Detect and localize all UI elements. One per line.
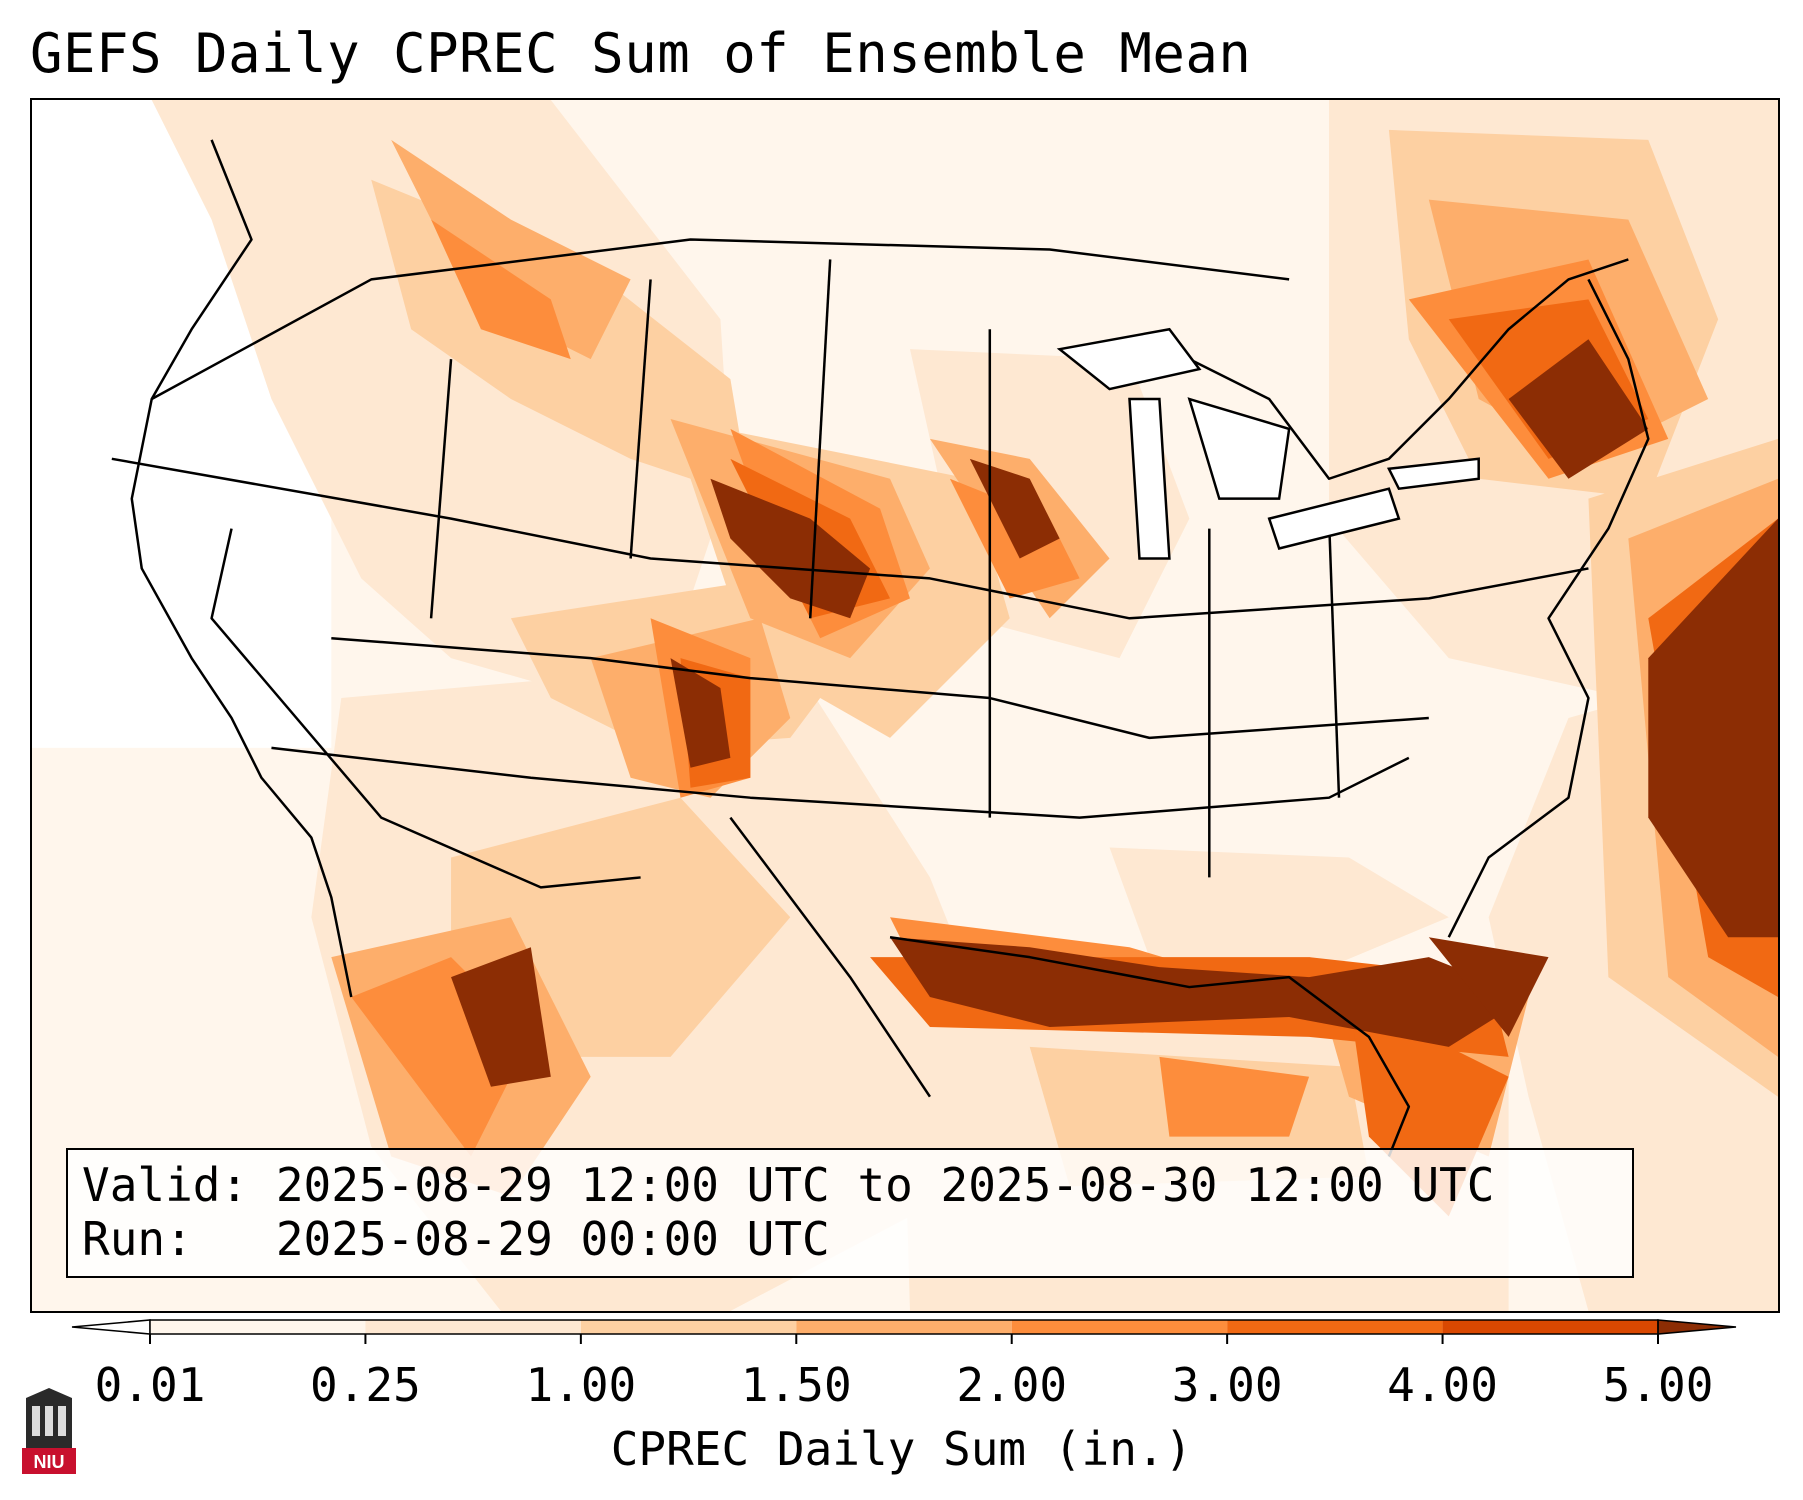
colorbar-extend-low bbox=[71, 1319, 151, 1335]
logo-text: NIU bbox=[34, 1452, 65, 1472]
valid-time-box: Valid: 2025-08-29 12:00 UTC to 2025-08-3… bbox=[66, 1148, 1634, 1278]
colorbar-segment bbox=[796, 1320, 1012, 1334]
state-borders bbox=[111, 139, 1650, 1157]
colorbar-segment bbox=[1011, 1320, 1228, 1334]
colorbar-tick-label: 5.00 bbox=[1602, 1358, 1714, 1412]
colorbar-tick-label: 1.50 bbox=[740, 1358, 852, 1412]
precip-map bbox=[32, 100, 1778, 1311]
colorbar-segment bbox=[1442, 1320, 1658, 1334]
colorbar-segment bbox=[1227, 1320, 1443, 1334]
colorbar-label: CPREC Daily Sum (in.) bbox=[610, 1422, 1193, 1476]
colorbar-tick-label: 1.00 bbox=[525, 1358, 637, 1412]
colorbar-outline bbox=[149, 1319, 1659, 1335]
colorbar-extend-high bbox=[1657, 1319, 1737, 1335]
precip-band-4-00 bbox=[451, 339, 1778, 1087]
colorbar-segment bbox=[365, 1320, 581, 1334]
colorbar-segment bbox=[150, 1320, 366, 1334]
map-title: GEFS Daily CPREC Sum of Ensemble Mean bbox=[30, 22, 1252, 85]
colorbar-tick-label: 0.25 bbox=[310, 1358, 421, 1412]
colorbar-tick-label: 2.00 bbox=[956, 1358, 1068, 1412]
colorbar-tick-label: 4.00 bbox=[1387, 1358, 1498, 1412]
run-line: Run: 2025-08-29 00:00 UTC bbox=[82, 1212, 830, 1266]
colorbar-segment bbox=[580, 1320, 797, 1334]
map-panel bbox=[30, 98, 1780, 1313]
colorbar-tick-label: 3.00 bbox=[1171, 1358, 1283, 1412]
great-lakes bbox=[1056, 327, 1480, 560]
colorbar-tick-label: 0.01 bbox=[94, 1358, 206, 1412]
colorbar bbox=[71, 1319, 1737, 1344]
university-tower-icon: NIU bbox=[22, 1388, 76, 1474]
valid-line: Valid: 2025-08-29 12:00 UTC to 2025-08-3… bbox=[82, 1158, 1495, 1212]
